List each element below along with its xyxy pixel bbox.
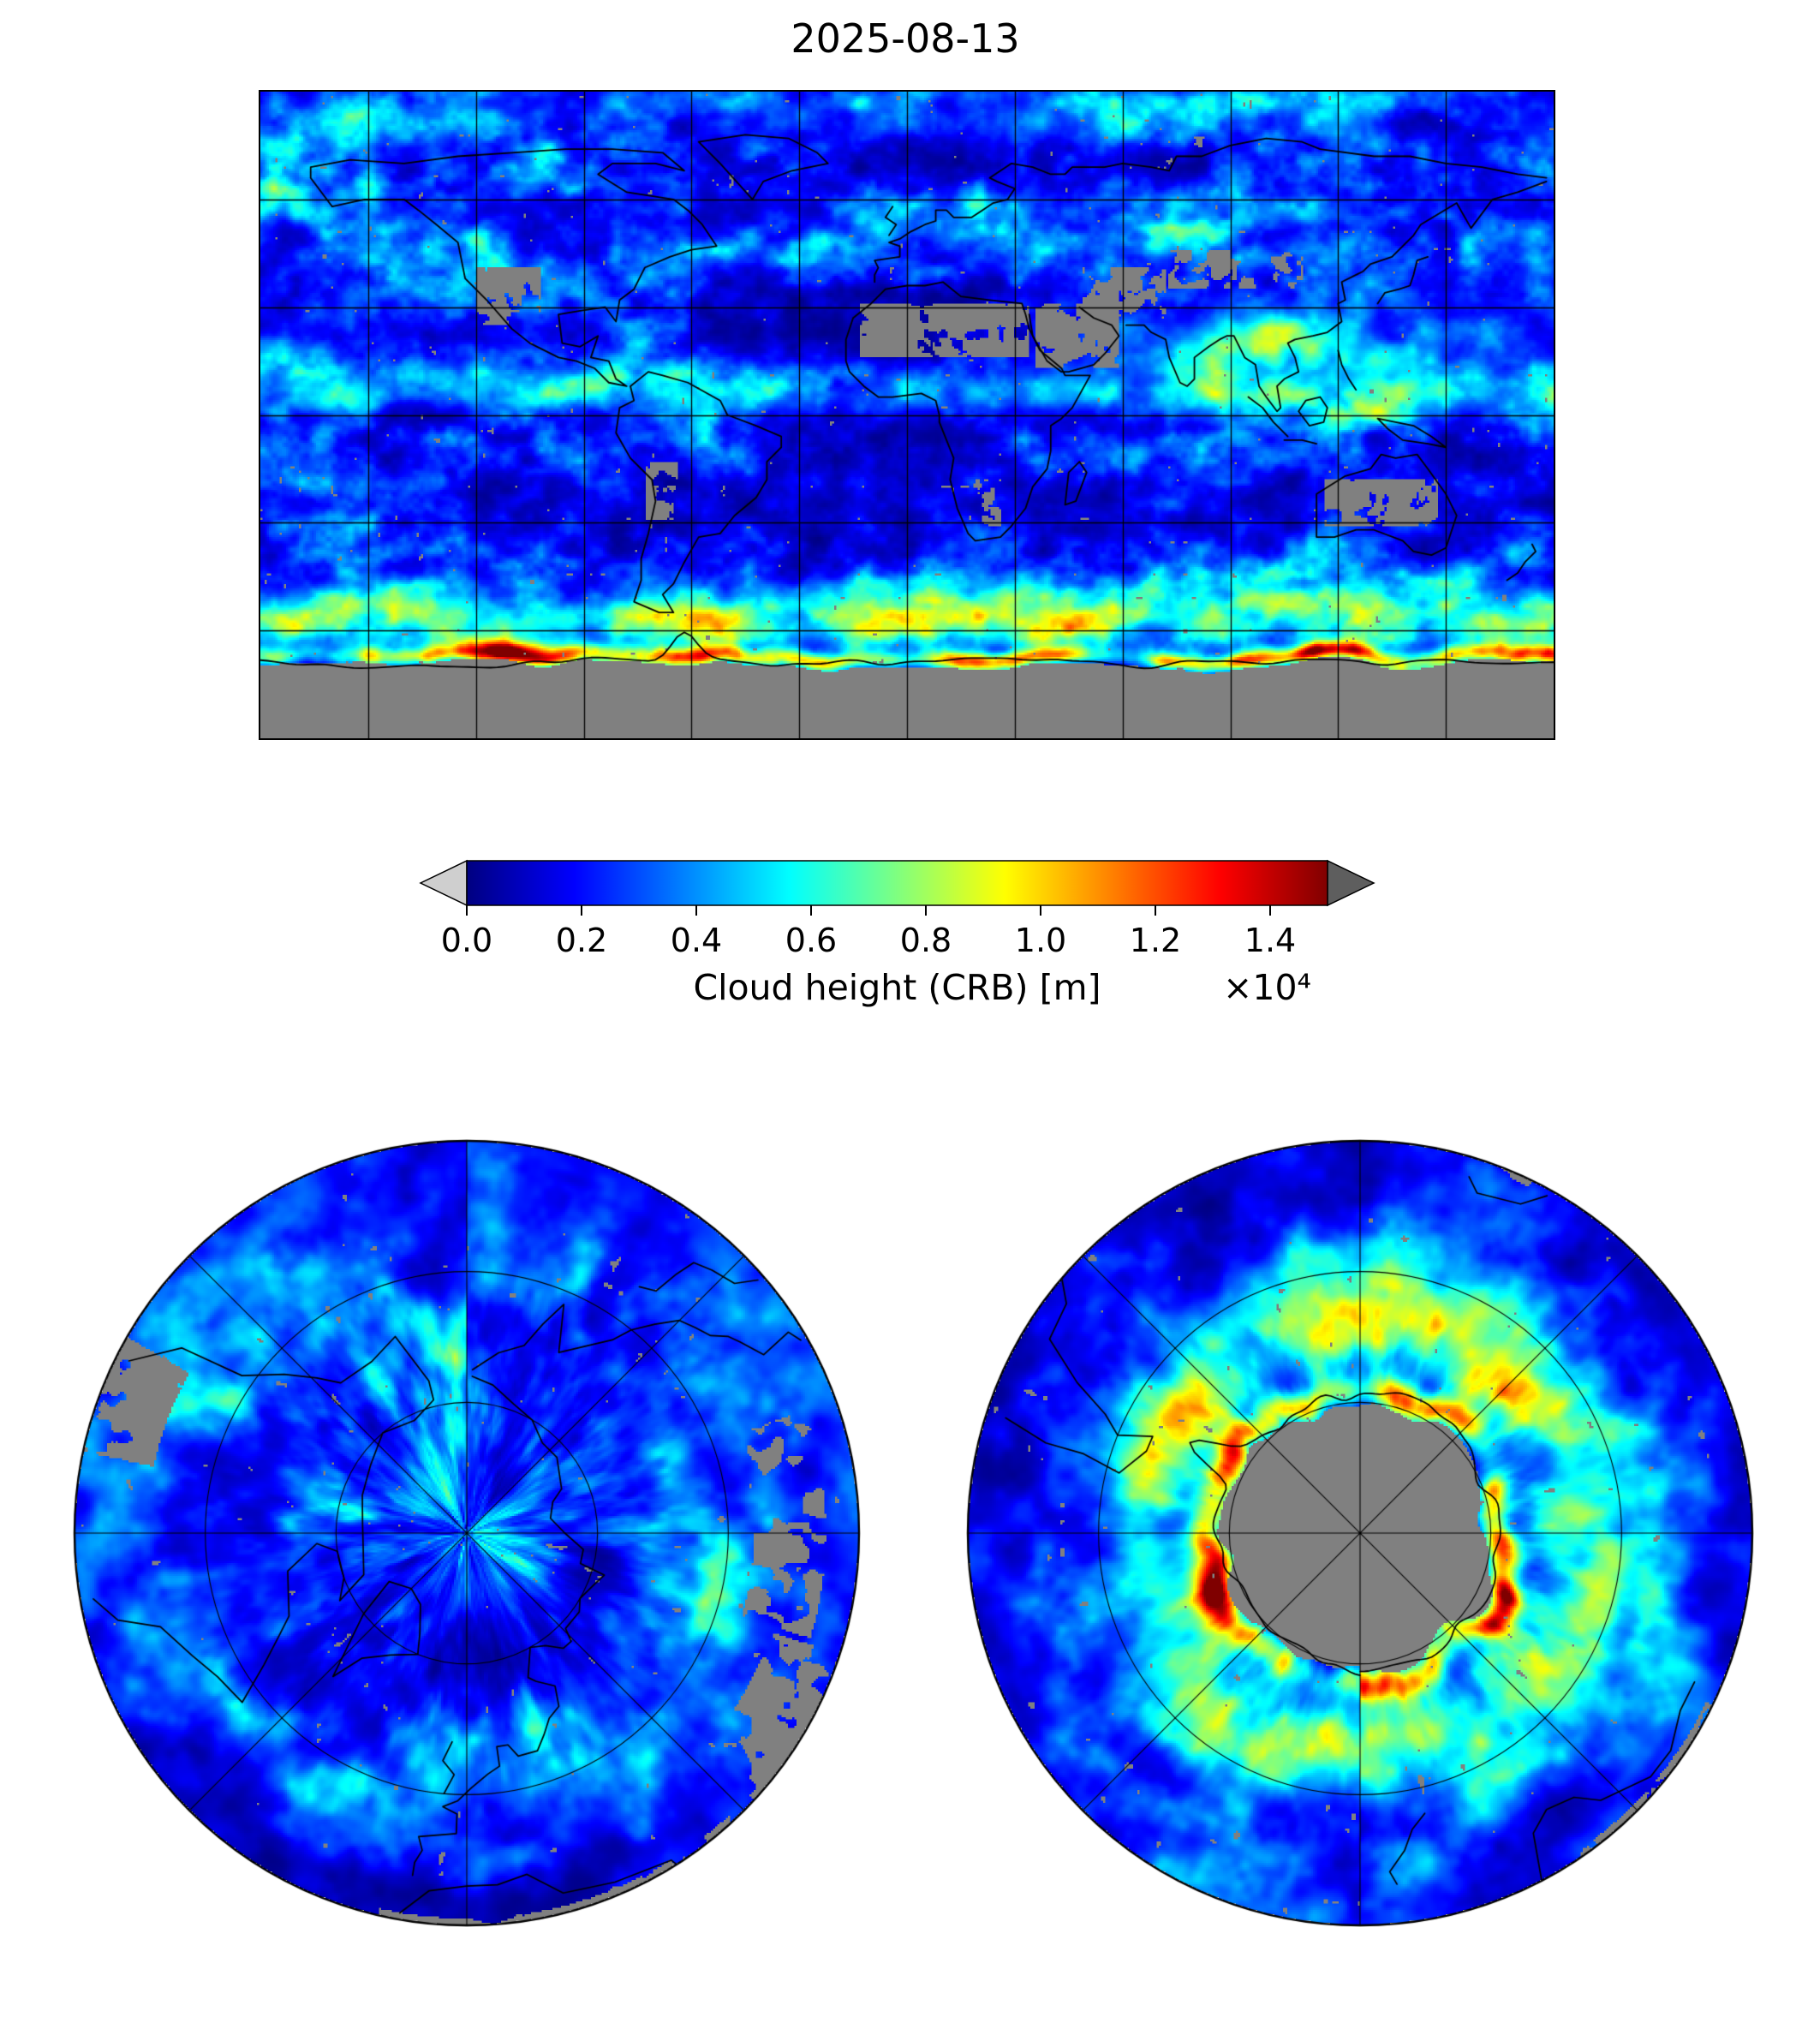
colorbar-label: Cloud height (CRB) [m] (693, 967, 1101, 1008)
colorbar-tick-label: 1.4 (1244, 922, 1296, 959)
colorbar-gradient-bar (466, 860, 1328, 906)
global-map-coastline-overlay (260, 92, 1554, 738)
south-polar-overlay (966, 1139, 1754, 1927)
colorbar-tick-label: 1.0 (1015, 922, 1066, 959)
colorbar-tick-label: 0.0 (441, 922, 492, 959)
colorbar-tick-label: 0.6 (785, 922, 837, 959)
colorbar-tick-label: 0.4 (671, 922, 722, 959)
colorbar-under-arrow (419, 859, 468, 907)
north-polar-overlay (73, 1139, 861, 1927)
colorbar-tick-label: 1.2 (1130, 922, 1181, 959)
colorbar-tick-label: 0.2 (556, 922, 607, 959)
colorbar-svg: 0.0 0.2 0.4 0.6 0.8 1.0 1.2 1.4 (419, 859, 1375, 959)
figure-title: 2025-08-13 (791, 15, 1020, 62)
colorbar: 0.0 0.2 0.4 0.6 0.8 1.0 1.2 1.4 Cloud he… (419, 856, 1396, 1020)
south-polar-panel (966, 1139, 1754, 1927)
global-map-panel (259, 90, 1555, 740)
north-polar-panel (73, 1139, 861, 1927)
colorbar-ticks: 0.0 0.2 0.4 0.6 0.8 1.0 1.2 1.4 (441, 905, 1296, 959)
colorbar-over-arrow (1327, 859, 1375, 907)
colorbar-tick-label: 0.8 (900, 922, 952, 959)
colorbar-scale-note: ×10⁴ (1223, 967, 1311, 1008)
colorbar-caption-row: Cloud height (CRB) [m] ×10⁴ (420, 967, 1375, 1020)
